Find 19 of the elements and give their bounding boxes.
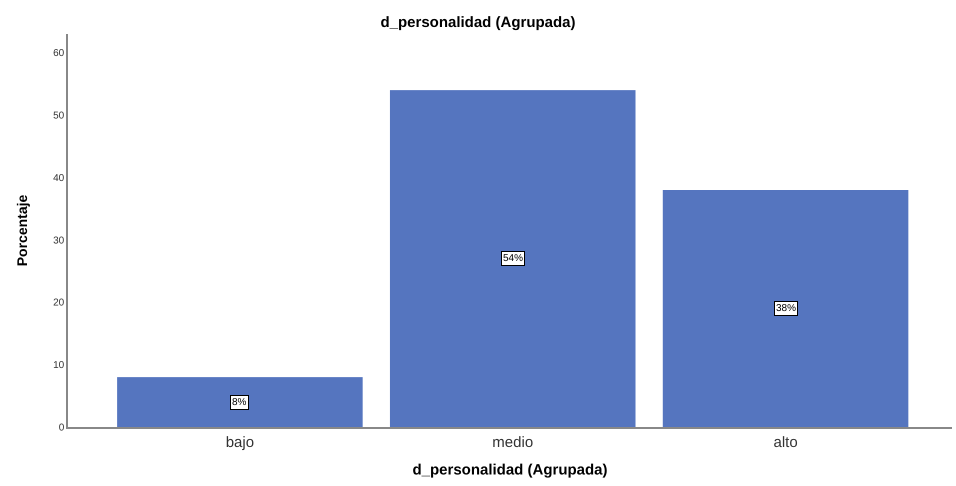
bar [662,190,908,427]
bar [390,90,636,427]
y-tick-label: 0 [58,422,65,434]
x-axis-title: d_personalidad (Agrupada) [412,461,608,478]
data-label: 8% [232,397,247,408]
y-tick-label: 10 [53,360,65,372]
y-tick-label: 50 [53,110,65,122]
data-label: 38% [776,303,796,314]
y-tick-label: 40 [53,172,65,184]
chart-title: d_personalidad (Agrupada) [380,14,576,32]
x-tick-label: medio [492,434,534,451]
data-label: 54% [503,253,524,264]
y-tick-label: 60 [53,48,65,60]
y-axis-title: Porcentaje [14,194,30,266]
y-tick-label: 20 [53,298,65,309]
y-tick-label: 30 [53,235,65,246]
bar [117,377,363,427]
x-tick-label: bajo [226,434,254,451]
x-tick-label: alto [773,434,798,451]
